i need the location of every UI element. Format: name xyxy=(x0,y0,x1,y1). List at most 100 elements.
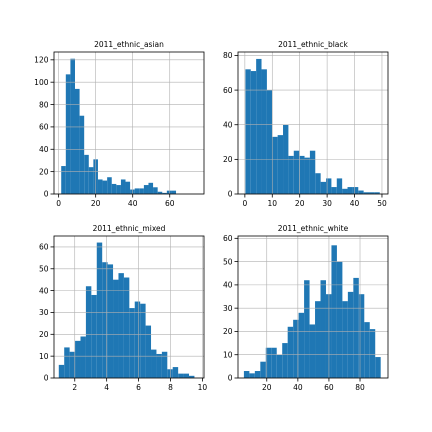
x-tick-label: 0 xyxy=(56,199,61,208)
histogram-bar xyxy=(111,183,117,194)
y-tick-label: 120 xyxy=(34,56,49,65)
histogram-bar xyxy=(178,373,184,378)
y-tick-label: 20 xyxy=(39,330,49,339)
x-tick-label: 20 xyxy=(295,199,305,208)
histogram-bar xyxy=(298,312,305,378)
x-tick-label: 0 xyxy=(242,199,247,208)
subplot-ethnic-asian: 2011_ethnic_asian 0 20 40 60 0 20 40 60 80 100 120 xyxy=(34,40,205,208)
y-tick-label: 60 xyxy=(39,243,49,252)
histogram-bar xyxy=(320,280,326,378)
histogram-bar xyxy=(166,190,172,194)
histogram-bar xyxy=(75,340,81,378)
histogram-bar xyxy=(272,136,278,194)
histogram-bar xyxy=(336,178,343,194)
y-tick-label: 60 xyxy=(39,123,49,132)
y-tick-label: 20 xyxy=(39,167,49,176)
histogram-bar xyxy=(304,280,310,378)
y-tick-label: 10 xyxy=(223,350,233,359)
histogram-bar xyxy=(70,58,75,195)
histogram-bar xyxy=(107,264,114,378)
histogram-bar xyxy=(271,347,277,378)
x-axis: 20 40 60 80 xyxy=(262,378,365,392)
x-tick-label: 20 xyxy=(262,383,272,392)
x-tick-label: 8 xyxy=(168,383,173,392)
x-axis: 0 20 40 60 xyxy=(56,194,175,208)
histogram-bar xyxy=(156,353,162,378)
histogram-bar xyxy=(276,354,283,378)
histogram-bar xyxy=(353,277,359,378)
histogram-bar xyxy=(287,326,294,378)
histogram-bar xyxy=(315,301,321,378)
histogram-bar xyxy=(96,242,103,378)
histogram-bar xyxy=(277,135,284,194)
bars xyxy=(58,242,195,378)
y-tick-label: 80 xyxy=(223,51,233,60)
histogram-bar xyxy=(69,351,76,378)
histogram-bar xyxy=(245,69,251,194)
histogram-bar xyxy=(118,273,124,378)
subplot-ethnic-white: 2011_ethnic_white 20 40 60 80 0 10 20 30 40 50 60 xyxy=(223,224,389,392)
subplot-title: 2011_ethnic_mixed xyxy=(93,224,166,233)
histogram-bar xyxy=(157,191,163,194)
histogram-bar xyxy=(107,177,112,194)
histogram-bar xyxy=(167,369,173,378)
x-tick-label: 80 xyxy=(355,383,365,392)
histogram-bar xyxy=(347,291,354,378)
histogram-bar xyxy=(134,188,140,194)
y-tick-label: 0 xyxy=(228,190,233,199)
histogram-bar xyxy=(84,154,89,194)
histogram-bar xyxy=(153,187,158,194)
subplot-title: 2011_ethnic_black xyxy=(278,40,348,49)
y-tick-label: 20 xyxy=(223,327,233,336)
axes-frame xyxy=(237,235,389,379)
histogram-bar xyxy=(189,375,195,378)
y-axis: 0 20 40 60 80 100 120 xyxy=(34,56,54,199)
histogram-bar xyxy=(249,373,255,378)
histogram-bar xyxy=(129,308,135,378)
y-axis: 0 20 40 60 80 xyxy=(223,51,238,199)
histogram-bar xyxy=(363,192,370,194)
histogram-bar xyxy=(125,181,131,194)
axes-frame xyxy=(53,235,205,379)
histogram-bar xyxy=(336,261,343,378)
y-tick-label: 80 xyxy=(39,100,49,109)
axes-frame xyxy=(53,51,205,195)
bars xyxy=(243,245,381,378)
histogram-bar xyxy=(61,166,66,194)
histogram-bar xyxy=(75,88,80,194)
histogram-bar xyxy=(116,185,121,194)
x-axis: 0 10 20 30 40 50 xyxy=(242,194,387,208)
histogram-bar xyxy=(309,150,316,194)
x-tick-label: 60 xyxy=(165,199,175,208)
y-tick-label: 0 xyxy=(228,374,233,383)
histogram-bar xyxy=(162,192,167,194)
subplot-ethnic-mixed: 2011_ethnic_mixed 2 4 6 8 10 0 10 20 30 40 50 60 xyxy=(39,224,207,392)
histogram-bar xyxy=(139,188,144,194)
histogram-bar xyxy=(293,319,299,378)
histogram-bar xyxy=(85,286,92,378)
x-tick-label: 6 xyxy=(136,383,141,392)
histogram-bar xyxy=(369,192,375,194)
histogram-bar xyxy=(261,69,267,194)
histogram-bar xyxy=(145,325,152,378)
histogram-bar xyxy=(80,336,86,378)
histogram-bar xyxy=(299,155,305,194)
y-tick-label: 40 xyxy=(39,145,49,154)
y-tick-label: 10 xyxy=(39,352,49,361)
histogram-bar xyxy=(352,187,359,194)
histogram-bar xyxy=(320,181,327,194)
x-axis: 2 4 6 8 10 xyxy=(72,378,207,392)
x-tick-label: 20 xyxy=(91,199,101,208)
y-tick-label: 30 xyxy=(223,304,233,313)
histogram-bar xyxy=(148,182,154,194)
y-tick-label: 50 xyxy=(223,257,233,266)
histogram-bar xyxy=(293,150,300,194)
bars xyxy=(61,58,177,195)
y-axis: 0 10 20 30 40 50 60 xyxy=(39,243,54,383)
histogram-bar xyxy=(254,371,261,378)
histogram-bar xyxy=(364,322,370,378)
histogram-bar xyxy=(58,364,65,378)
y-tick-label: 60 xyxy=(223,86,233,95)
subplot-title: 2011_ethnic_asian xyxy=(94,40,164,49)
